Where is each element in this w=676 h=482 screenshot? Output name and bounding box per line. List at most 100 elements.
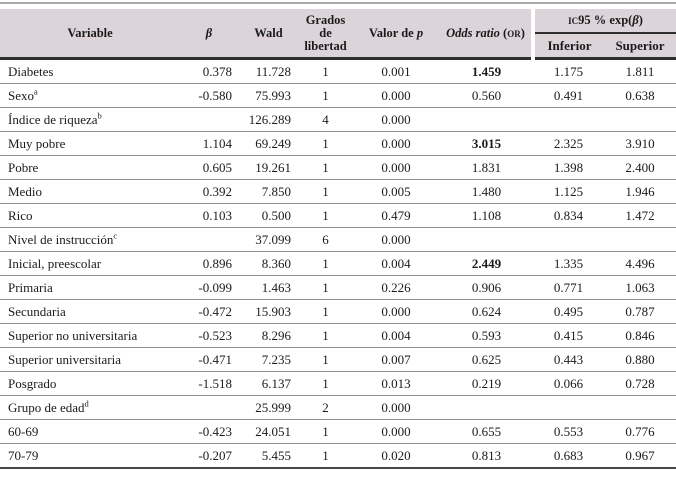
cell-beta: 0.896 [180, 251, 238, 276]
footnote-marker: a [34, 86, 38, 97]
cell-ci-upper: 1.472 [604, 203, 676, 228]
cell-variable: Índice de riquezab [0, 107, 180, 132]
col-header-beta-label: β [205, 25, 213, 40]
ci-group-beta: β [632, 13, 639, 27]
ci-group-smallcaps: ic [568, 13, 579, 27]
cell-wald: 7.850 [238, 179, 299, 204]
cell-ci-lower: 0.834 [533, 203, 604, 228]
cell-ci-upper: 0.967 [604, 443, 676, 469]
cell-ci-upper: 1.946 [604, 179, 676, 204]
cell-wald: 19.261 [238, 155, 299, 180]
cell-beta: 0.103 [180, 203, 238, 228]
cell-beta: -0.471 [180, 347, 238, 372]
col-header-ci-group: ic95 % exp(β) [530, 9, 676, 34]
table-row: Medio 0.392 7.850 1 0.005 1.480 1.125 1.… [0, 179, 676, 204]
cell-pvalue: 0.005 [352, 179, 440, 204]
cell-ci-upper: 0.846 [604, 323, 676, 348]
col-header-beta: β [180, 9, 238, 60]
table-row: Nivel de instrucciónc 37.099 6 0.000 [0, 227, 676, 252]
table-header: Variable β Wald Grados de libertad Valor… [0, 9, 676, 60]
footnote-marker: d [84, 398, 89, 409]
variable-label: Superior universitaria [8, 351, 121, 367]
cell-pvalue: 0.000 [352, 155, 440, 180]
cell-ci-upper: 0.776 [604, 419, 676, 444]
col-header-pvalue-italic: p [416, 25, 424, 40]
cell-wald: 15.903 [238, 299, 299, 324]
cell-ci-upper: 1.811 [604, 58, 676, 84]
cell-ci-lower [533, 227, 604, 252]
cell-df: 1 [299, 131, 352, 156]
cell-beta: -0.472 [180, 299, 238, 324]
cell-odds-ratio: 0.624 [440, 299, 533, 324]
col-header-variable-label: Variable [67, 25, 113, 40]
cell-beta: -0.207 [180, 443, 238, 469]
cell-ci-lower: 0.066 [533, 371, 604, 396]
variable-label: 60-69 [8, 423, 39, 439]
variable-label: Pobre [8, 159, 39, 175]
cell-wald: 5.455 [238, 443, 299, 469]
cell-odds-ratio: 1.459 [440, 58, 533, 84]
col-header-variable: Variable [0, 9, 180, 60]
cell-df: 1 [299, 299, 352, 324]
col-header-pvalue-prefix: Valor de [368, 25, 417, 40]
cell-df: 6 [299, 227, 352, 252]
cell-ci-lower: 1.125 [533, 179, 604, 204]
cell-pvalue: 0.004 [352, 323, 440, 348]
cell-pvalue: 0.000 [352, 395, 440, 420]
cell-odds-ratio: 0.560 [440, 83, 533, 108]
variable-label: Diabetes [8, 63, 54, 79]
cell-ci-lower: 0.553 [533, 419, 604, 444]
cell-variable: Superior universitaria [0, 347, 180, 372]
cell-ci-upper [604, 107, 676, 132]
cell-pvalue: 0.004 [352, 251, 440, 276]
variable-label: Inicial, preescolar [8, 255, 102, 271]
cell-wald: 126.289 [238, 107, 299, 132]
cell-pvalue: 0.000 [352, 419, 440, 444]
col-header-or-open: ( [499, 25, 508, 40]
cell-beta: 0.378 [180, 58, 238, 84]
table-row: Índice de riquezab 126.289 4 0.000 [0, 107, 676, 132]
cell-ci-lower: 1.398 [533, 155, 604, 180]
table-row: 60-69 -0.423 24.051 1 0.000 0.655 0.553 … [0, 419, 676, 444]
cell-beta: 0.605 [180, 155, 238, 180]
cell-df: 1 [299, 251, 352, 276]
cell-ci-lower: 1.335 [533, 251, 604, 276]
cell-ci-upper: 1.063 [604, 275, 676, 300]
cell-ci-lower: 0.495 [533, 299, 604, 324]
cell-odds-ratio: 1.480 [440, 179, 533, 204]
cell-variable: Secundaria [0, 299, 180, 324]
cell-wald: 7.235 [238, 347, 299, 372]
cell-odds-ratio: 0.219 [440, 371, 533, 396]
cell-pvalue: 0.000 [352, 299, 440, 324]
cell-ci-upper: 0.880 [604, 347, 676, 372]
variable-label: Primaria [8, 279, 53, 295]
variable-label: Índice de riqueza [8, 111, 98, 127]
cell-df: 2 [299, 395, 352, 420]
table-row: Pobre 0.605 19.261 1 0.000 1.831 1.398 2… [0, 155, 676, 180]
table-row: Sexoa -0.580 75.993 1 0.000 0.560 0.491 … [0, 83, 676, 108]
cell-variable: 60-69 [0, 419, 180, 444]
col-header-or-smallcaps: or [507, 25, 521, 40]
cell-variable: Superior no universitaria [0, 323, 180, 348]
variable-label: Muy pobre [8, 135, 66, 151]
variable-label: Grupo de edad [8, 399, 85, 415]
cell-beta: -1.518 [180, 371, 238, 396]
table-row: Muy pobre 1.104 69.249 1 0.000 3.015 2.3… [0, 131, 676, 156]
cell-wald: 8.360 [238, 251, 299, 276]
cell-odds-ratio [440, 227, 533, 252]
cell-odds-ratio: 0.655 [440, 419, 533, 444]
col-header-df-line1: Grados de [305, 12, 346, 40]
cell-df: 1 [299, 83, 352, 108]
cell-odds-ratio [440, 395, 533, 420]
table-row: Grupo de edadd 25.999 2 0.000 [0, 395, 676, 420]
cell-variable: Sexoa [0, 83, 180, 108]
cell-ci-lower [533, 107, 604, 132]
col-header-odds-ratio: Odds ratio (or) [440, 9, 533, 60]
cell-beta [180, 395, 238, 420]
table-row: Superior no universitaria -0.523 8.296 1… [0, 323, 676, 348]
cell-df: 1 [299, 323, 352, 348]
cell-wald: 69.249 [238, 131, 299, 156]
table-row: Primaria -0.099 1.463 1 0.226 0.906 0.77… [0, 275, 676, 300]
cell-df: 1 [299, 203, 352, 228]
cell-df: 1 [299, 371, 352, 396]
